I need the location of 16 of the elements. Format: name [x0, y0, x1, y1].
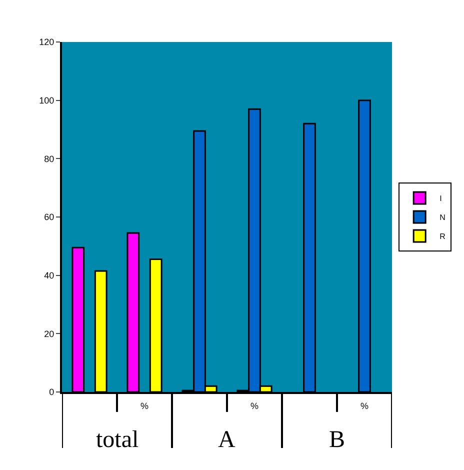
y-tick-label: 20 [44, 328, 54, 339]
text: B [329, 427, 346, 453]
y-tick-label: 0 [49, 387, 54, 398]
y-tick-label: 60 [44, 212, 54, 222]
legend-label: I [440, 194, 442, 204]
x-tick-label: % [360, 400, 369, 411]
y-tick-label: 40 [44, 270, 54, 280]
legend-label: R [440, 232, 446, 242]
x-tick-label: % [250, 400, 259, 411]
y-tick-label: 120 [39, 37, 54, 48]
text: total [96, 427, 139, 453]
x-tick-label: % [140, 400, 149, 411]
y-tick-label: 100 [39, 95, 54, 106]
y-tick-label: 80 [44, 154, 54, 164]
legend-label: N [440, 213, 446, 222]
text: A [218, 427, 236, 453]
